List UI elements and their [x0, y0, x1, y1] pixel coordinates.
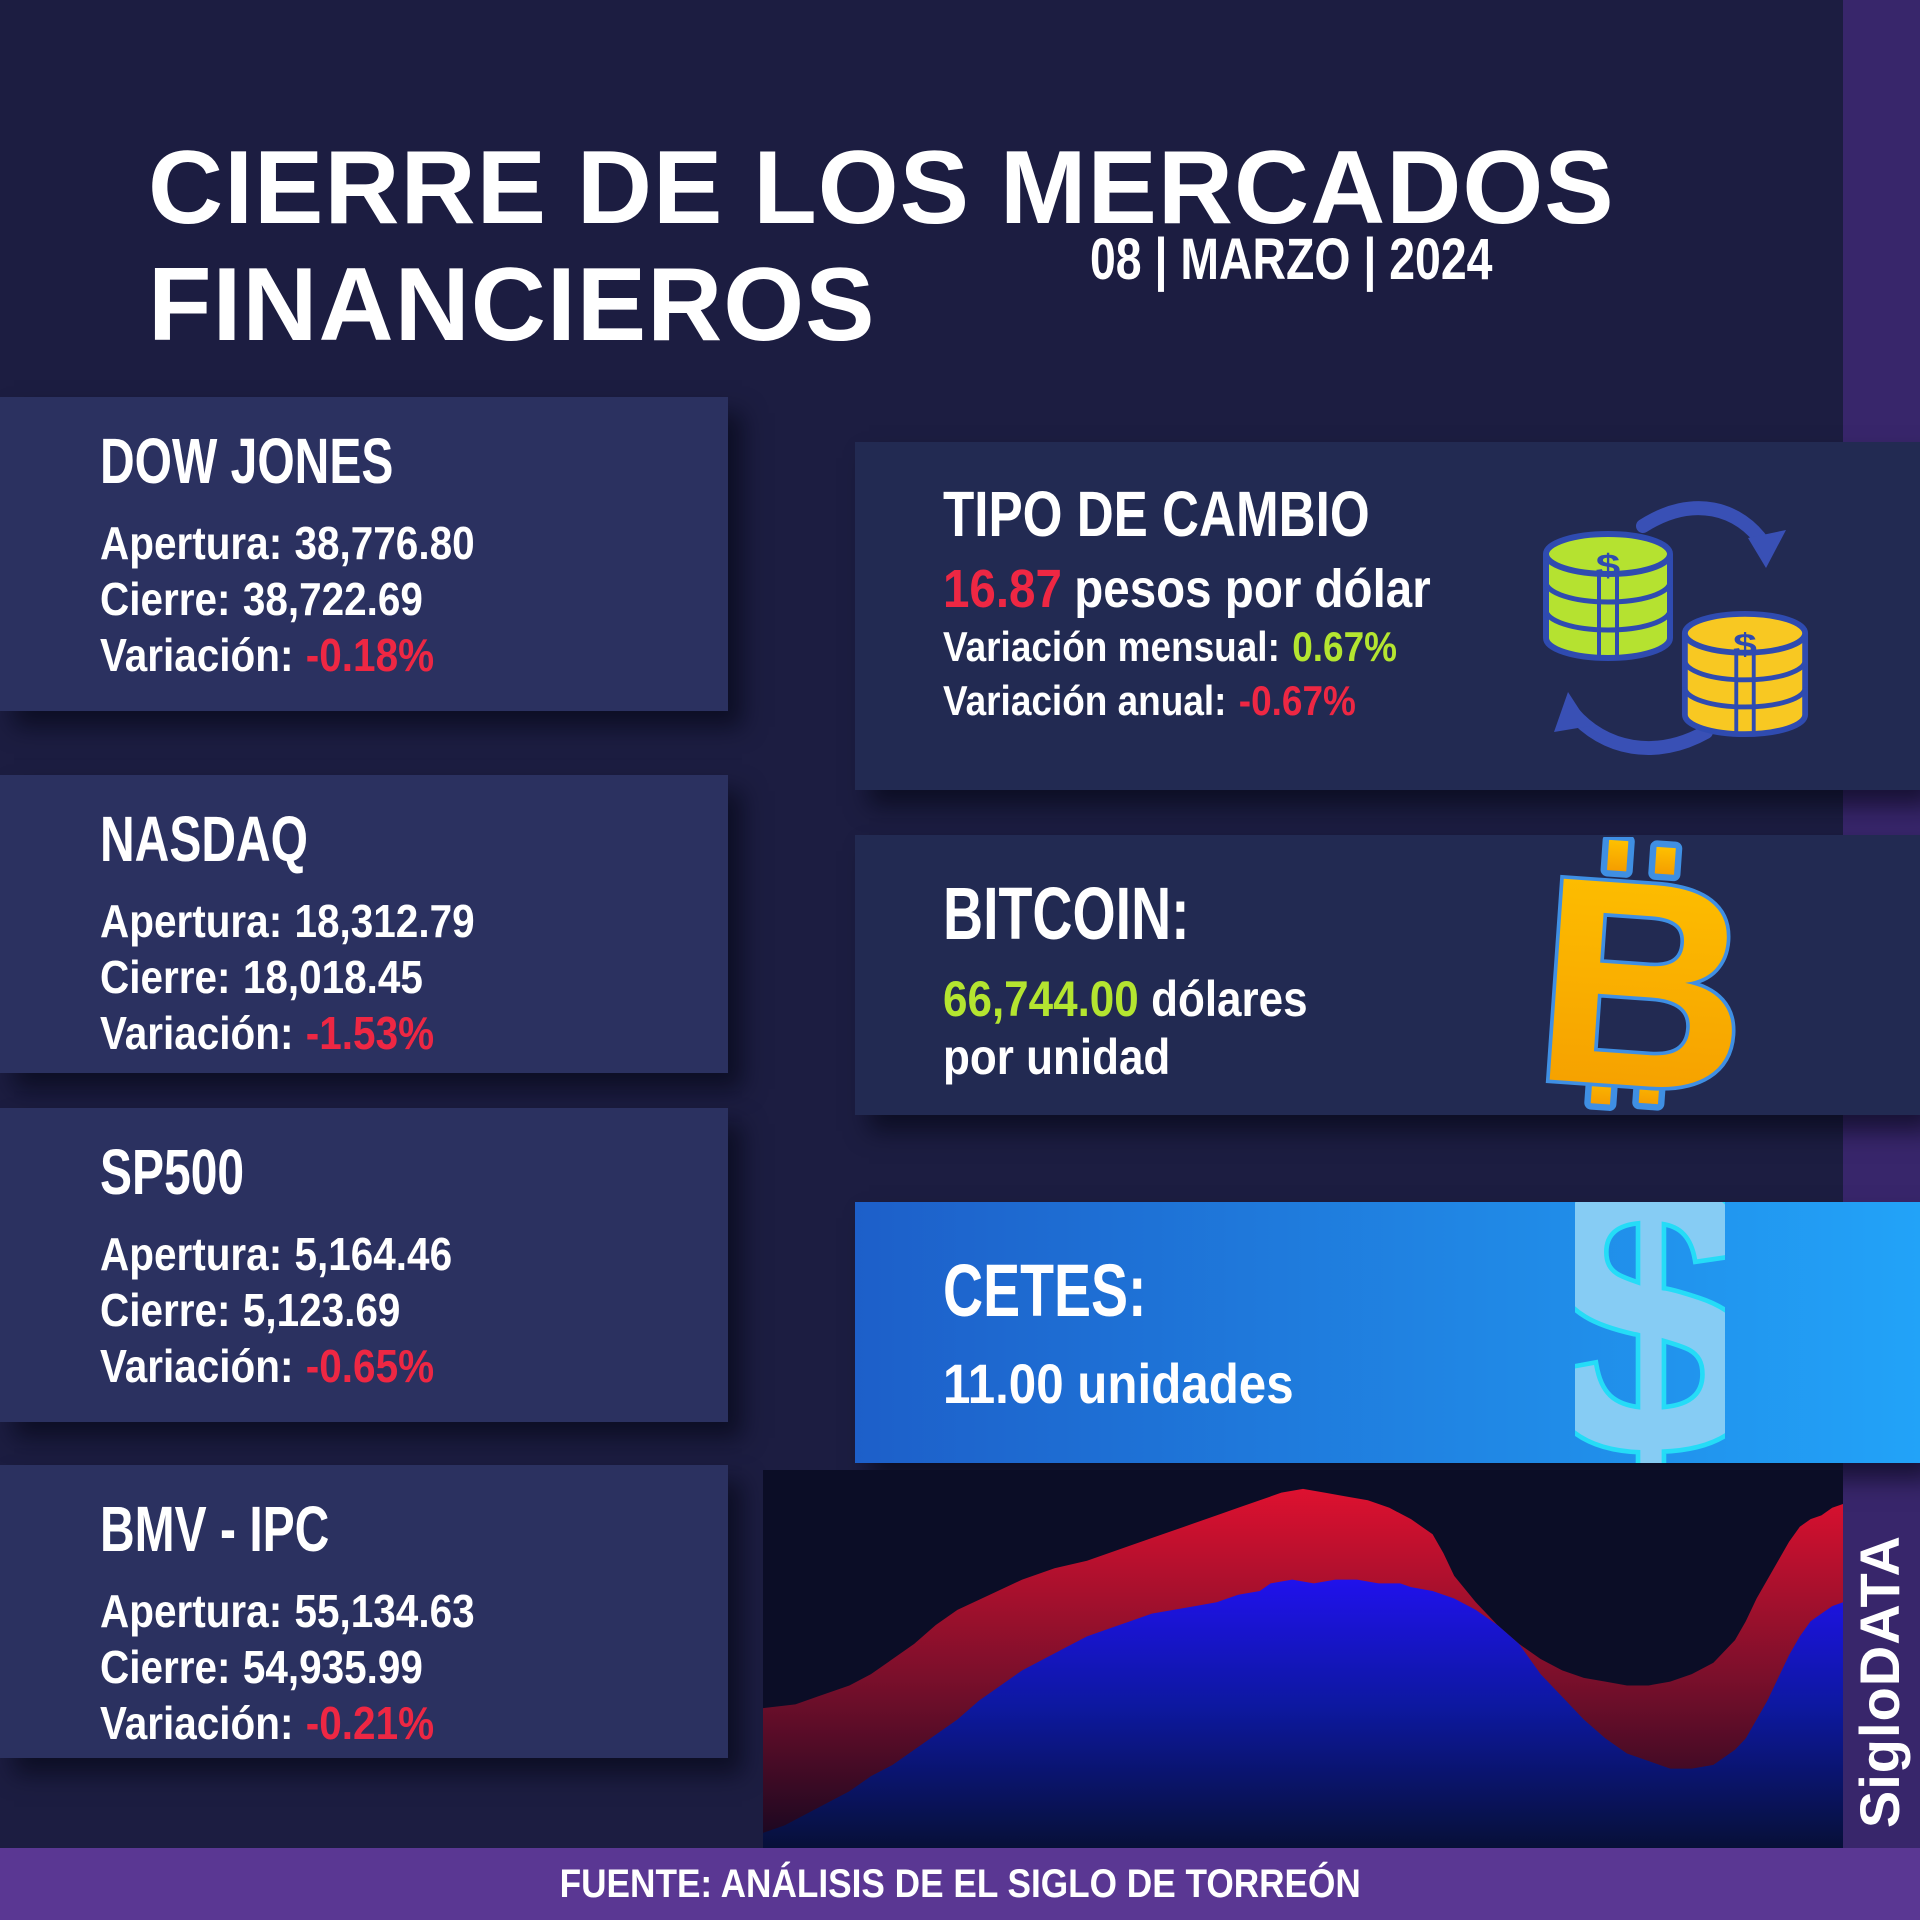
footer-bar: FUENTE: ANÁLISIS DE EL SIGLO DE TORREÓN [0, 1848, 1920, 1920]
yellow-coin-stack: $ [1681, 610, 1809, 738]
date-label: 08 | MARZO | 2024 [1090, 227, 1493, 292]
open-row: Apertura: 18,312.79 [100, 893, 728, 949]
index-panel-bmv-ipc: BMV - IPC Apertura: 55,134.63 Cierre: 54,9… [0, 1465, 728, 1758]
coin-dollar-symbol: $ [1596, 548, 1620, 584]
open-value: 38,776.80 [294, 516, 475, 569]
open-row: Apertura: 5,164.46 [100, 1226, 728, 1282]
close-label: Cierre: [100, 1283, 231, 1336]
monthly-variation-label: Variación mensual: [943, 622, 1280, 670]
cetes-value: 11.00 unidades [943, 1352, 1294, 1416]
bitcoin-price-value: 66,744.00 [943, 971, 1139, 1028]
chart-blue-area [763, 1579, 1843, 1848]
bitcoin-price-unit2: por unidad [943, 1029, 1171, 1086]
annual-variation-label: Variación anual: [943, 676, 1227, 724]
exchange-rate-panel: TIPO DE CAMBIO 16.87 pesos por dólar Vari… [855, 442, 1920, 790]
close-row: Cierre: 5,123.69 [100, 1282, 728, 1338]
variation-value: -0.18% [305, 628, 435, 681]
monthly-variation-value: 0.67% [1292, 622, 1398, 670]
close-value: 5,123.69 [242, 1283, 401, 1336]
variation-label: Variación: [100, 628, 294, 681]
page-title: CIERRE DE LOS MERCADOS FINANCIEROS [148, 130, 1615, 365]
monthly-variation-row: Variación mensual: 0.67% [943, 620, 1920, 674]
variation-row: Variación: -1.53% [100, 1005, 728, 1061]
close-row: Cierre: 54,935.99 [100, 1639, 728, 1695]
close-row: Cierre: 18,018.45 [100, 949, 728, 1005]
bitcoin-title: BITCOIN: [943, 872, 1190, 955]
exchange-title: TIPO DE CAMBIO [943, 478, 1370, 550]
variation-label: Variación: [100, 1006, 294, 1059]
dollar-icon: $ [1575, 1202, 1725, 1463]
dollar-glyph: $ [1575, 1202, 1725, 1463]
variation-value: -0.21% [305, 1696, 435, 1749]
bitcoin-price-line: 66,744.00 dólares [943, 970, 1920, 1028]
annual-variation-row: Variación anual: -0.67% [943, 674, 1920, 728]
variation-value: -0.65% [305, 1339, 435, 1392]
cetes-panel: CETES: 11.00 unidades $ [855, 1202, 1920, 1463]
coin-dollar-symbol: $ [1733, 626, 1757, 661]
index-values: Apertura: 38,776.80 Cierre: 38,722.69 Vari… [100, 515, 728, 683]
bitcoin-panel: BITCOIN: 66,744.00 dólares por unidad B [855, 835, 1920, 1115]
index-panel-dow-jones: DOW JONES Apertura: 38,776.80 Cierre: 38,7… [0, 397, 728, 711]
index-name: BMV - IPC [100, 1493, 330, 1565]
index-name: SP500 [100, 1136, 245, 1208]
variation-row: Variación: -0.65% [100, 1338, 728, 1394]
green-coin-stack: $ [1543, 531, 1673, 661]
title-line2: FINANCIEROS [148, 247, 876, 364]
index-values: Apertura: 5,164.46 Cierre: 5,123.69 Variac… [100, 1226, 728, 1394]
close-value: 54,935.99 [242, 1640, 423, 1693]
close-value: 38,722.69 [242, 572, 423, 625]
bitcoin-icon: B [1522, 837, 1762, 1113]
close-label: Cierre: [100, 950, 231, 1003]
open-value: 55,134.63 [294, 1584, 475, 1637]
variation-label: Variación: [100, 1339, 294, 1392]
currency-exchange-icon: $ $ [1543, 501, 1809, 756]
open-value: 5,164.46 [294, 1227, 453, 1280]
open-row: Apertura: 55,134.63 [100, 1583, 728, 1639]
market-area-chart [763, 1470, 1843, 1848]
exchange-rate-value: 16.87 [943, 558, 1062, 619]
index-name: DOW JONES [100, 425, 394, 497]
bitcoin-b-glyph: B [1526, 837, 1760, 1113]
variation-label: Variación: [100, 1696, 294, 1749]
index-name: NASDAQ [100, 803, 309, 875]
annual-variation-value: -0.67% [1238, 676, 1356, 724]
source-text: FUENTE: ANÁLISIS DE EL SIGLO DE TORREÓN [559, 1861, 1361, 1906]
variation-row: Variación: -0.21% [100, 1695, 728, 1751]
exchange-rate-unit: pesos por dólar [1074, 558, 1431, 619]
open-label: Apertura: [100, 1227, 283, 1280]
index-panel-nasdaq: NASDAQ Apertura: 18,312.79 Cierre: 18,018.… [0, 775, 728, 1073]
variation-value: -1.53% [305, 1006, 435, 1059]
title-line1: CIERRE DE LOS MERCADOS [148, 129, 1615, 246]
close-value: 18,018.45 [242, 950, 423, 1003]
close-row: Cierre: 38,722.69 [100, 571, 728, 627]
open-label: Apertura: [100, 516, 283, 569]
open-value: 18,312.79 [294, 894, 475, 947]
cetes-title: CETES: [943, 1249, 1147, 1332]
index-values: Apertura: 18,312.79 Cierre: 18,018.45 Vari… [100, 893, 728, 1061]
close-label: Cierre: [100, 1640, 231, 1693]
open-label: Apertura: [100, 894, 283, 947]
open-label: Apertura: [100, 1584, 283, 1637]
exchange-rate-line: 16.87 pesos por dólar [943, 558, 1920, 620]
index-values: Apertura: 55,134.63 Cierre: 54,935.99 Vari… [100, 1583, 728, 1751]
close-label: Cierre: [100, 572, 231, 625]
variation-row: Variación: -0.18% [100, 627, 728, 683]
index-panel-sp500: SP500 Apertura: 5,164.46 Cierre: 5,123.69 … [0, 1108, 728, 1422]
siglodata-brand: SigloDATA [1848, 1534, 1911, 1828]
open-row: Apertura: 38,776.80 [100, 515, 728, 571]
bitcoin-price-unit: dólares [1151, 971, 1308, 1028]
